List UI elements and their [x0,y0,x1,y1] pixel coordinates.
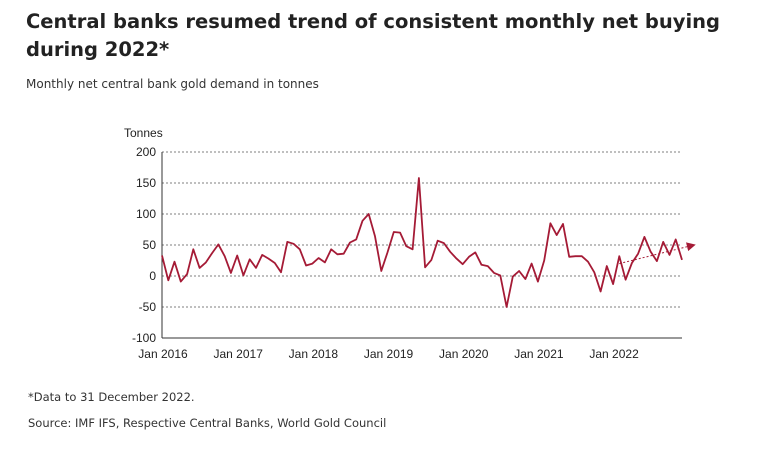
chart-title: Central banks resumed trend of consisten… [26,10,720,61]
y-tick-label: 150 [136,176,156,190]
y-tick-label: 200 [136,145,156,159]
x-tick-label: Jan 2019 [364,347,414,361]
source-note: Source: IMF IFS, Respective Central Bank… [28,416,387,430]
y-tick-label: -100 [132,331,156,345]
x-tick-label: Jan 2017 [213,347,263,361]
series-line [161,177,683,308]
chart-subtitle: Monthly net central bank gold demand in … [26,77,319,91]
x-tick-label: Jan 2016 [138,347,188,361]
line-chart: -100 -50 0 50 100 150 200 Jan 2016 Jan 2017 Jan … [124,126,696,361]
y-axis-label: Tonnes [124,126,163,140]
y-tick-label: 0 [149,269,156,283]
trend-arrow [619,242,696,265]
y-tick-label: 100 [136,207,156,221]
x-tick-label: Jan 2018 [289,347,339,361]
x-tick-label: Jan 2020 [439,347,489,361]
y-tick-label: -50 [139,300,157,314]
footnote: *Data to 31 December 2022. [28,390,195,404]
x-tick-label: Jan 2022 [589,347,639,361]
x-tick-label: Jan 2021 [514,347,564,361]
y-tick-label: 50 [143,238,157,252]
